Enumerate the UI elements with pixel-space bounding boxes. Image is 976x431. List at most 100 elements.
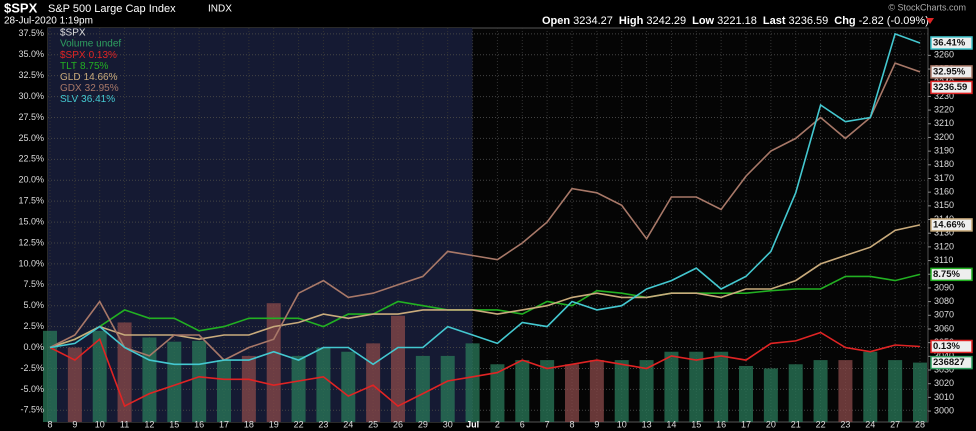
y-tick-label: 27.5% bbox=[18, 112, 44, 122]
x-tick-label: 8 bbox=[569, 419, 574, 429]
last-value-label: 32.95% bbox=[933, 66, 966, 77]
x-tick-label: 27 bbox=[890, 419, 900, 429]
y2-tick-label: 3030 bbox=[934, 364, 954, 374]
series-line bbox=[49, 32, 921, 366]
last-value-label: 14.66% bbox=[933, 219, 966, 230]
y2-tick-label: 3190 bbox=[934, 146, 954, 156]
y2-tick-label: 3230 bbox=[934, 91, 954, 101]
x-tick-label: 13 bbox=[642, 419, 652, 429]
x-tick-label: 24 bbox=[343, 419, 353, 429]
legend-value: 36.41% bbox=[81, 94, 115, 105]
y-tick-label: 5.0% bbox=[23, 300, 44, 310]
y2-tick-label: 3070 bbox=[934, 310, 954, 320]
x-tick-label: 9 bbox=[594, 419, 599, 429]
y2-tick-label: 3150 bbox=[934, 200, 954, 210]
quote-value: 3242.29 bbox=[646, 15, 686, 27]
y-tick-label: 30.0% bbox=[18, 91, 44, 101]
last-value-label-box bbox=[930, 267, 973, 282]
volume-bar bbox=[639, 360, 654, 422]
plot-area bbox=[43, 27, 929, 423]
x-tick-label: 28 bbox=[915, 419, 925, 429]
y2-tick-label: 3090 bbox=[934, 282, 954, 292]
volume-bar bbox=[217, 360, 231, 422]
volume-bar bbox=[515, 360, 530, 422]
volume-bar bbox=[341, 351, 356, 422]
y-tick-label: -5.0% bbox=[20, 384, 44, 394]
y2-tick-label: 3010 bbox=[934, 392, 954, 402]
legend-entry: TLT 8.75% bbox=[60, 61, 109, 72]
x-tick-label: 17 bbox=[219, 419, 229, 429]
volume-bar bbox=[714, 351, 729, 422]
quote-label: Last bbox=[763, 15, 786, 27]
x-tick-label: 16 bbox=[716, 419, 726, 429]
volume-bar bbox=[739, 365, 753, 422]
y-tick-label: 15.0% bbox=[18, 216, 44, 226]
volume-bar bbox=[913, 362, 927, 422]
x-tick-label: 10 bbox=[617, 419, 627, 429]
y-tick-label: -2.5% bbox=[20, 363, 44, 373]
legend-value: 0.13% bbox=[89, 50, 117, 61]
x-tick-label: 26 bbox=[393, 419, 403, 429]
legend-value: 32.95% bbox=[85, 83, 119, 94]
x-tick-label: 6 bbox=[520, 419, 525, 429]
legend-title: $SPX bbox=[60, 28, 86, 39]
quote-label: Low bbox=[692, 15, 714, 27]
y-tick-label: 17.5% bbox=[18, 196, 44, 206]
x-tick-label: 23 bbox=[318, 419, 328, 429]
volume-label-box bbox=[930, 355, 973, 370]
x-tick-label: 14 bbox=[666, 419, 676, 429]
down-arrow bbox=[926, 18, 934, 24]
y-tick-label: 12.5% bbox=[18, 237, 44, 247]
legend-name: GLD bbox=[60, 72, 81, 83]
x-tick-label: 16 bbox=[194, 419, 204, 429]
exchange: INDX bbox=[208, 4, 232, 15]
volume-bar bbox=[490, 364, 505, 422]
legend-name: TLT bbox=[60, 61, 77, 72]
y-tick-label: 0.0% bbox=[23, 342, 44, 352]
x-tick-label: 21 bbox=[791, 419, 801, 429]
volume-bar bbox=[689, 351, 704, 422]
y2-tick-label: 3170 bbox=[934, 173, 954, 183]
x-tick-label: 9 bbox=[72, 419, 77, 429]
volume-bar bbox=[888, 360, 903, 422]
volume-bar bbox=[92, 330, 107, 422]
x-tick-label: 12 bbox=[144, 419, 154, 429]
x-tick-label: 20 bbox=[766, 419, 776, 429]
x-tick-label: 19 bbox=[269, 419, 279, 429]
last-value-label-box bbox=[930, 65, 973, 79]
series-line bbox=[49, 273, 921, 349]
x-tick-label: 7 bbox=[545, 419, 550, 429]
y-tick-label: 7.5% bbox=[23, 279, 44, 289]
y-tick-label: 37.5% bbox=[18, 28, 44, 38]
series-line bbox=[49, 331, 921, 408]
legend-volume: Volume undef bbox=[60, 39, 121, 50]
y-tick-label: 35.0% bbox=[18, 49, 44, 59]
y2-tick-label: 3110 bbox=[934, 255, 953, 265]
quote-value: 3234.27 bbox=[573, 15, 613, 27]
y2-tick-label: 3040 bbox=[934, 351, 954, 361]
legend-value: 8.75% bbox=[80, 61, 108, 72]
legend-entry: GDX 32.95% bbox=[60, 83, 119, 94]
y2-tick-label: 3000 bbox=[934, 405, 954, 415]
volume-bar bbox=[43, 330, 57, 422]
volume-bar bbox=[241, 355, 256, 422]
legend-name: SLV bbox=[60, 94, 78, 105]
volume-bar bbox=[67, 347, 82, 422]
credit: © StockCharts.com bbox=[888, 2, 966, 12]
y2-tick-label: 3200 bbox=[934, 132, 954, 142]
quote-value: -2.82 (-0.09%) bbox=[859, 15, 929, 27]
y2-tick-label: 3120 bbox=[934, 241, 954, 251]
volume-bar bbox=[366, 343, 381, 422]
x-tick-label: 30 bbox=[443, 419, 453, 429]
volume-bar bbox=[589, 360, 604, 422]
y-tick-label: 20.0% bbox=[18, 175, 44, 185]
volume-label: 236827 bbox=[933, 357, 965, 368]
x-tick-label: 22 bbox=[816, 419, 826, 429]
quote-label: Open bbox=[542, 15, 570, 27]
quote-label: High bbox=[619, 15, 644, 27]
y-tick-label: 10.0% bbox=[18, 258, 44, 268]
volume-bar bbox=[813, 360, 828, 422]
legend-value: 14.66% bbox=[84, 72, 118, 83]
quote-value: 3236.59 bbox=[789, 15, 829, 27]
x-tick-label: Jul bbox=[466, 419, 479, 429]
